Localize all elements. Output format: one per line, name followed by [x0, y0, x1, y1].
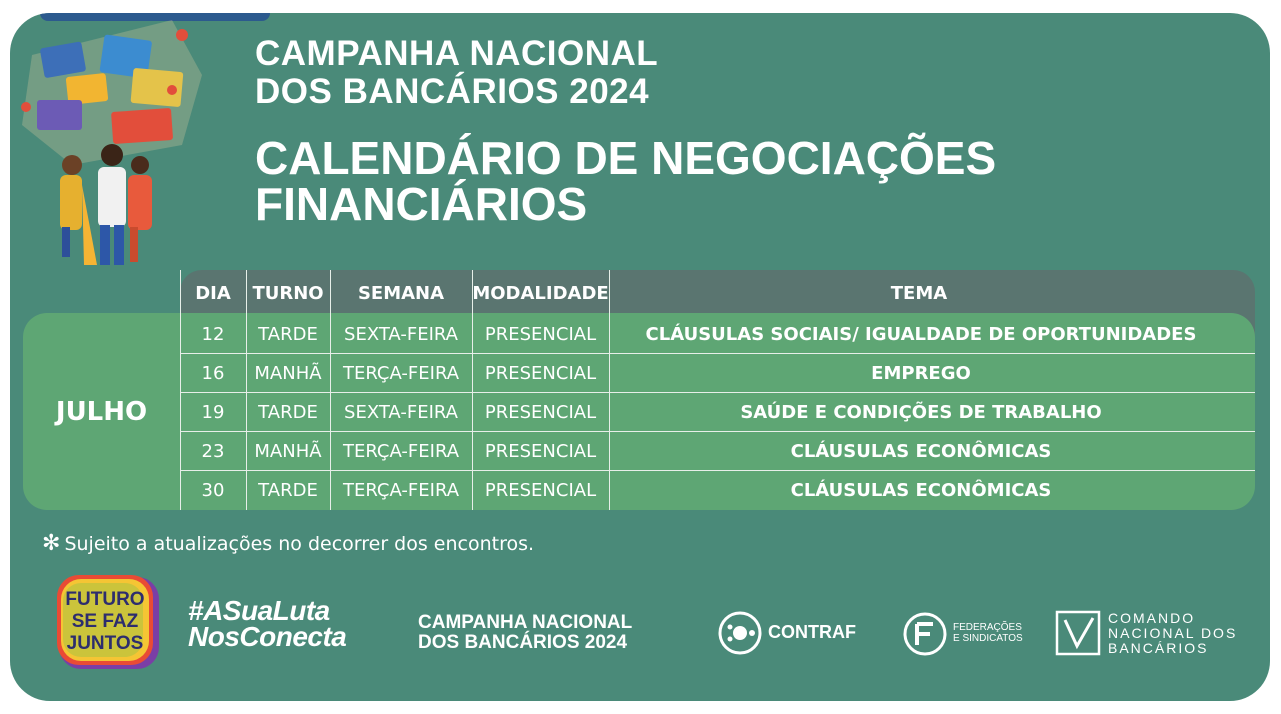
contraf-label: CONTRAF — [768, 622, 856, 642]
cell-dia: 16 — [201, 362, 225, 384]
grid-line — [330, 270, 331, 510]
footer-campaign: CAMPANHA NACIONAL DOS BANCÁRIOS 2024 — [418, 613, 632, 653]
footnote-text: Sujeito a atualizações no decorrer dos e… — [64, 533, 535, 555]
column-header-modalidade: MODALIDADE — [472, 283, 609, 304]
futuro-line3: JUNTOS — [67, 633, 144, 654]
cell-tema: CLÁUSULAS SOCIAIS/ IGUALDADE DE OPORTUNI… — [645, 323, 1197, 345]
calendar-title: CALENDÁRIO DE NEGOCIAÇÕES FINANCIÁRIOS — [255, 135, 996, 227]
calendar-title-line1: CALENDÁRIO DE NEGOCIAÇÕES — [255, 132, 997, 184]
grid-line — [180, 431, 1255, 432]
cell-modalidade: PRESENCIAL — [484, 323, 597, 345]
federacoes-logo — [903, 612, 947, 656]
grid-line — [246, 270, 247, 510]
cell-semana: TERÇA-FEIRA — [342, 362, 460, 384]
cell-semana: TERÇA-FEIRA — [342, 440, 460, 462]
comando-label: COMANDO NACIONAL DOS BANCÁRIOS — [1108, 611, 1237, 656]
comando-logo — [1055, 610, 1101, 656]
campaign-heading-line1: CAMPANHA NACIONAL — [255, 34, 659, 73]
cell-modalidade: PRESENCIAL — [484, 362, 597, 384]
top-accent-bar — [40, 13, 270, 21]
cell-tema: CLÁUSULAS ECONÔMICAS — [790, 440, 1052, 462]
column-header-turno: TURNO — [252, 283, 324, 304]
campaign-heading-line2: DOS BANCÁRIOS 2024 — [255, 72, 650, 111]
cell-dia: 12 — [201, 323, 225, 345]
grid-line — [609, 270, 610, 510]
comando-line2: NACIONAL DOS — [1108, 625, 1238, 641]
footnote: ✻ Sujeito a atualizações no decorrer dos … — [42, 531, 534, 556]
comando-line3: BANCÁRIOS — [1108, 640, 1209, 656]
cell-semana: TERÇA-FEIRA — [342, 479, 460, 501]
cell-dia: 30 — [201, 479, 225, 501]
federacoes-line2: E SINDICATOS — [953, 633, 1023, 644]
cell-turno: TARDE — [258, 323, 318, 345]
cell-tema: SAÚDE E CONDIÇÕES DE TRABALHO — [740, 401, 1102, 423]
federacoes-label: FEDERAÇÕES E SINDICATOS — [953, 622, 1023, 644]
hashtag: #ASuaLuta NosConecta — [188, 595, 347, 652]
federacoes-line1: FEDERAÇÕES — [953, 622, 1022, 633]
grid-line — [472, 270, 473, 510]
cell-semana: SEXTA-FEIRA — [344, 323, 458, 345]
cell-modalidade: PRESENCIAL — [484, 479, 597, 501]
calendar-title-line2: FINANCIÁRIOS — [255, 178, 588, 230]
column-header-dia: DIA — [195, 283, 231, 304]
cell-modalidade: PRESENCIAL — [484, 401, 597, 423]
futuro-line1: FUTURO — [65, 589, 144, 610]
footer-campaign-line1: CAMPANHA NACIONAL — [418, 612, 633, 633]
grid-line — [180, 470, 1255, 471]
asterisk-icon: ✻ — [42, 531, 61, 556]
cell-dia: 23 — [201, 440, 225, 462]
cell-tema: EMPREGO — [871, 362, 971, 384]
cell-dia: 19 — [201, 401, 225, 423]
cell-turno: TARDE — [258, 479, 318, 501]
column-header-tema: TEMA — [890, 283, 948, 304]
comando-line1: COMANDO — [1108, 610, 1196, 626]
contraf-logo — [718, 611, 762, 655]
cell-semana: SEXTA-FEIRA — [344, 401, 458, 423]
cell-modalidade: PRESENCIAL — [484, 440, 597, 462]
hashtag-line2: NosConecta — [188, 621, 347, 652]
cell-turno: TARDE — [258, 401, 318, 423]
cell-turno: MANHÃ — [254, 440, 322, 462]
people-illustration — [21, 20, 202, 265]
poster-card: CAMPANHA NACIONAL DOS BANCÁRIOS 2024 CAL… — [10, 13, 1270, 701]
cell-turno: MANHÃ — [254, 362, 322, 384]
month-label: JULHO — [55, 396, 148, 427]
grid-line — [180, 392, 1255, 393]
column-header-semana: SEMANA — [357, 283, 445, 304]
grid-line — [180, 353, 1255, 354]
table-body-bar — [23, 313, 1255, 510]
campaign-heading: CAMPANHA NACIONAL DOS BANCÁRIOS 2024 — [255, 35, 658, 111]
futuro-line2: SE FAZ — [72, 611, 139, 632]
cell-tema: CLÁUSULAS ECONÔMICAS — [790, 479, 1052, 501]
grid-line — [180, 270, 181, 510]
hashtag-line1: #ASuaLuta — [188, 595, 330, 626]
futuro-se-faz-juntos-logo: FUTURO SE FAZ JUNTOS — [57, 575, 159, 669]
footer-campaign-line2: DOS BANCÁRIOS 2024 — [418, 632, 628, 653]
